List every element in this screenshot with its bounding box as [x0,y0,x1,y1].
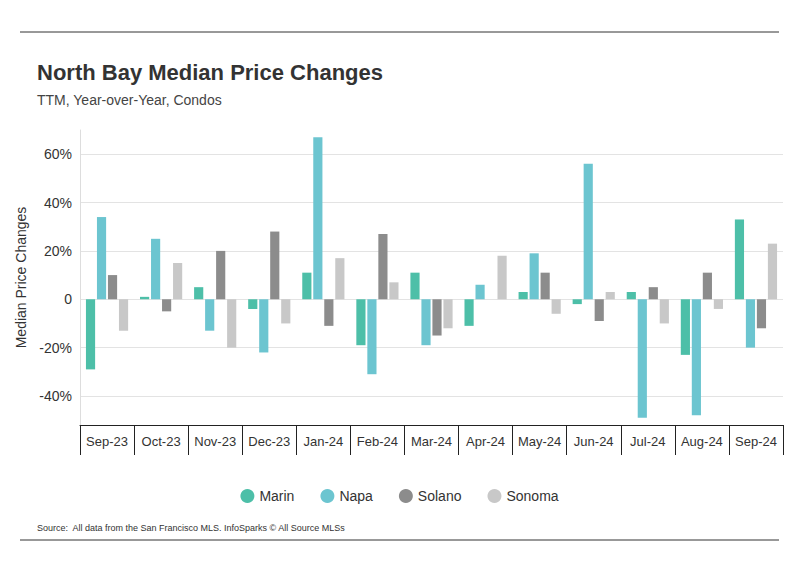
svg-text:Aug-24: Aug-24 [681,434,723,449]
svg-text:Nov-23: Nov-23 [194,434,236,449]
svg-text:Feb-24: Feb-24 [357,434,398,449]
svg-text:Dec-23: Dec-23 [248,434,290,449]
svg-text:Oct-23: Oct-23 [142,434,181,449]
svg-text:Source: All data from the San: Source: All data from the San Francisco … [37,523,345,533]
svg-text:Jun-24: Jun-24 [574,434,614,449]
svg-text:Napa: Napa [339,488,373,504]
svg-text:TTM, Year-over-Year, Condos: TTM, Year-over-Year, Condos [37,92,222,108]
svg-text:40%: 40% [44,195,72,211]
svg-text:Solano: Solano [418,488,462,504]
svg-text:North Bay Median Price Changes: North Bay Median Price Changes [37,60,383,85]
svg-text:Median Price Changes: Median Price Changes [13,207,29,349]
svg-text:0: 0 [64,291,72,307]
svg-text:-20%: -20% [39,340,72,356]
svg-text:Sep-23: Sep-23 [86,434,128,449]
svg-text:60%: 60% [44,146,72,162]
svg-text:20%: 20% [44,243,72,259]
svg-text:Jul-24: Jul-24 [630,434,665,449]
svg-text:May-24: May-24 [518,434,561,449]
svg-text:Apr-24: Apr-24 [466,434,505,449]
svg-text:Marin: Marin [259,488,294,504]
svg-text:Mar-24: Mar-24 [411,434,452,449]
svg-text:-40%: -40% [39,388,72,404]
svg-text:Sonoma: Sonoma [506,488,558,504]
svg-text:Sep-24: Sep-24 [735,434,777,449]
svg-text:Jan-24: Jan-24 [303,434,343,449]
